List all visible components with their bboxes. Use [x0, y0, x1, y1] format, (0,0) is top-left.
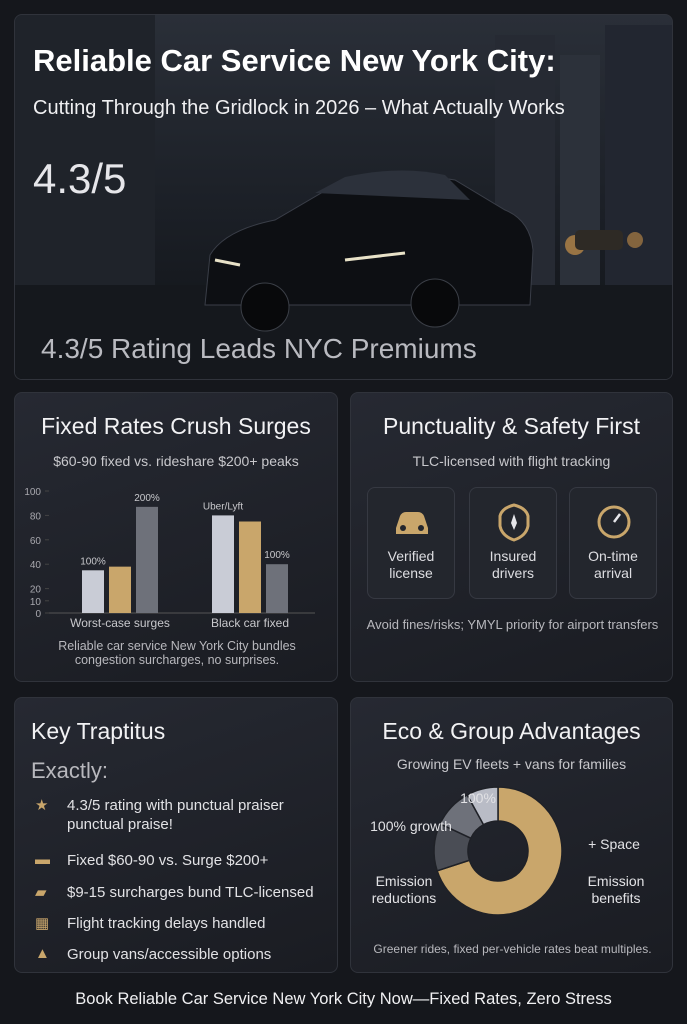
- pie-panel: Eco & Group Advantages Growing EV fleets…: [350, 697, 673, 973]
- list-item: Group vans/accessible options: [67, 946, 272, 963]
- annotation: 100%: [80, 556, 106, 567]
- hero: Reliable Car Service New York City: Cutt…: [14, 14, 673, 380]
- y-tick-label: 10: [30, 597, 42, 608]
- badge: On-time arrival: [569, 487, 657, 599]
- badge-label: On-time arrival: [588, 548, 638, 581]
- annotation: Emission benefits: [587, 873, 645, 906]
- bullet-icon: ▬: [35, 851, 50, 868]
- list-item: Fixed $60-90 vs. Surge $200+: [67, 852, 269, 869]
- panel-title: Eco & Group Advantages: [382, 718, 641, 744]
- title: Reliable Car Service New York City:: [33, 43, 556, 78]
- panel-title: Punctuality & Safety First: [383, 413, 640, 439]
- list-item: Flight tracking delays handled: [67, 915, 266, 932]
- badge-label: Insured drivers: [489, 548, 537, 581]
- badge: Verified license: [367, 487, 455, 599]
- annotation: Emission reductions: [371, 873, 437, 906]
- y-tick-label: 100: [24, 487, 41, 498]
- x-tick-label: Worst-case surges: [70, 616, 170, 630]
- panel-subtitle: Growing EV fleets + vans for families: [396, 756, 627, 772]
- y-tick-label: 60: [30, 536, 42, 547]
- y-tick-label: 80: [30, 511, 42, 522]
- bullet-icon: ▦: [35, 915, 50, 932]
- y-tick-label: 40: [30, 560, 42, 571]
- bullet-icon: ▰: [35, 884, 47, 901]
- bar: [212, 515, 234, 613]
- annotation: + Space: [588, 836, 640, 852]
- bar-panel: Fixed Rates Crush Surges $60-90 fixed vs…: [14, 392, 338, 682]
- bar: [239, 521, 261, 613]
- bar: [82, 570, 104, 613]
- bar: [109, 566, 131, 613]
- bullet-icon: ★: [35, 797, 49, 814]
- annotation: Uber/Lyft: [203, 501, 243, 512]
- bullet-icon: ▲: [35, 945, 50, 962]
- annotation: 200%: [134, 493, 160, 504]
- note: Reliable car service New York City bundl…: [58, 639, 296, 667]
- annotation: 100% growth: [370, 818, 452, 834]
- y-tick-label: 0: [35, 609, 41, 620]
- donut-segment: [436, 786, 563, 916]
- badge-label: Verified license: [387, 548, 435, 581]
- list-item: $9-15 surcharges bund TLC-licensed: [67, 884, 314, 901]
- panel-subtitle: TLC-licensed with flight tracking: [412, 453, 611, 469]
- donut-chart: [433, 786, 563, 916]
- note: Greener rides, fixed per-vehicle rates b…: [373, 942, 652, 956]
- safety-panel: Punctuality & Safety First TLC-licensed …: [350, 392, 673, 682]
- traits-panel: Key Traptitus Exactly: ★ 4.3/5 rating wit…: [14, 697, 338, 973]
- bar: [266, 564, 288, 613]
- annotation: 100%: [460, 790, 496, 806]
- clock-icon: [597, 505, 631, 539]
- annotation: 100%: [264, 550, 290, 561]
- panel-subtitle: $60-90 fixed vs. rideshare $200+ peaks: [53, 453, 299, 469]
- panel-subtitle: Exactly:: [31, 758, 109, 783]
- note: Avoid fines/risks; YMYL priority for air…: [366, 617, 659, 632]
- car-icon: [396, 512, 428, 534]
- bar: [136, 506, 158, 613]
- footer: Book Reliable Car Service New York City …: [75, 990, 612, 1008]
- donut-segment: [466, 786, 499, 826]
- rating: 4.3/5: [33, 155, 127, 202]
- shield-icon: [498, 503, 530, 542]
- hero-art: [15, 15, 672, 379]
- panel-title: Key Traptitus: [31, 718, 166, 744]
- caption: 4.3/5 Rating Leads NYC Premiums: [41, 333, 477, 364]
- subtitle: Cutting Through the Gridlock in 2026 – W…: [33, 97, 565, 119]
- panel-title: Fixed Rates Crush Surges: [41, 413, 311, 439]
- list-item: 4.3/5 rating with punctual praiser punct…: [67, 797, 284, 833]
- badge: Insured drivers: [469, 487, 557, 599]
- y-tick-label: 20: [30, 585, 42, 596]
- x-tick-label: Black car fixed: [211, 616, 289, 630]
